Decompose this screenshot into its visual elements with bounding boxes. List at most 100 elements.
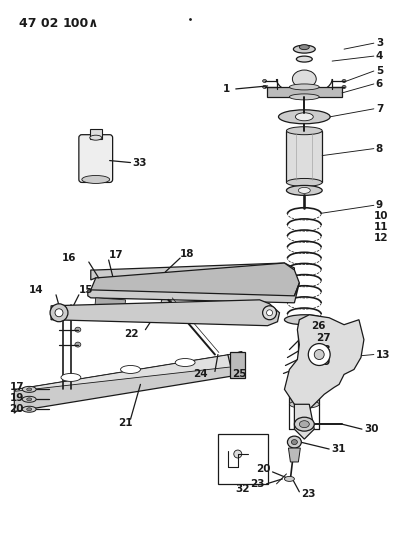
Ellipse shape bbox=[296, 56, 312, 62]
Ellipse shape bbox=[341, 85, 345, 88]
Text: 1: 1 bbox=[222, 84, 229, 94]
Ellipse shape bbox=[75, 327, 81, 332]
Ellipse shape bbox=[286, 185, 321, 196]
Text: 23: 23 bbox=[301, 489, 315, 499]
Text: 15: 15 bbox=[79, 285, 93, 295]
Ellipse shape bbox=[55, 309, 63, 317]
Ellipse shape bbox=[233, 450, 241, 458]
Ellipse shape bbox=[289, 94, 319, 100]
Bar bbox=[266, 87, 341, 97]
Ellipse shape bbox=[286, 127, 321, 135]
Ellipse shape bbox=[278, 110, 329, 124]
Bar bbox=[286, 131, 321, 182]
Bar bbox=[90, 129, 101, 139]
Polygon shape bbox=[51, 300, 279, 326]
Text: 33: 33 bbox=[132, 158, 147, 167]
Ellipse shape bbox=[287, 436, 301, 448]
Ellipse shape bbox=[27, 398, 31, 401]
Ellipse shape bbox=[61, 374, 81, 382]
Ellipse shape bbox=[284, 477, 294, 481]
Text: 17: 17 bbox=[9, 382, 24, 392]
Ellipse shape bbox=[289, 84, 319, 90]
Text: 32: 32 bbox=[235, 484, 249, 494]
Text: 18: 18 bbox=[180, 249, 194, 259]
Ellipse shape bbox=[27, 388, 31, 391]
Ellipse shape bbox=[50, 304, 68, 322]
Polygon shape bbox=[14, 352, 243, 391]
Ellipse shape bbox=[266, 310, 272, 316]
Text: 6: 6 bbox=[375, 79, 382, 89]
Polygon shape bbox=[57, 387, 79, 397]
Text: 10: 10 bbox=[373, 211, 387, 221]
Ellipse shape bbox=[22, 386, 36, 392]
Polygon shape bbox=[288, 448, 300, 462]
Ellipse shape bbox=[262, 306, 276, 320]
Text: 5: 5 bbox=[375, 66, 382, 76]
Polygon shape bbox=[284, 315, 363, 409]
Polygon shape bbox=[88, 283, 299, 303]
Ellipse shape bbox=[284, 315, 324, 325]
Text: 21: 21 bbox=[118, 418, 133, 428]
Text: 27: 27 bbox=[315, 333, 330, 343]
Ellipse shape bbox=[175, 359, 195, 367]
Ellipse shape bbox=[294, 113, 312, 121]
Text: 8: 8 bbox=[375, 143, 382, 154]
Text: 24: 24 bbox=[193, 369, 207, 379]
Ellipse shape bbox=[299, 421, 308, 427]
Ellipse shape bbox=[341, 79, 345, 83]
Bar bbox=[217, 434, 267, 484]
Text: 9: 9 bbox=[375, 200, 382, 211]
Text: 30: 30 bbox=[363, 424, 378, 434]
Text: 12: 12 bbox=[373, 233, 387, 243]
Ellipse shape bbox=[27, 408, 31, 411]
Text: 11: 11 bbox=[373, 222, 387, 232]
Bar bbox=[289, 375, 319, 404]
Polygon shape bbox=[294, 404, 313, 439]
Text: 100∧: 100∧ bbox=[63, 17, 99, 30]
Ellipse shape bbox=[308, 344, 329, 366]
Text: 20: 20 bbox=[256, 464, 270, 474]
Ellipse shape bbox=[262, 85, 266, 88]
Text: 29: 29 bbox=[315, 357, 330, 367]
Ellipse shape bbox=[293, 45, 315, 53]
Text: 22: 22 bbox=[124, 329, 138, 338]
Text: 7: 7 bbox=[375, 104, 382, 114]
Ellipse shape bbox=[82, 175, 109, 183]
Ellipse shape bbox=[90, 135, 101, 140]
Text: 26: 26 bbox=[310, 321, 325, 330]
Ellipse shape bbox=[75, 342, 81, 347]
Text: 25: 25 bbox=[231, 369, 246, 379]
Text: 17: 17 bbox=[108, 250, 123, 260]
Text: 47 02: 47 02 bbox=[19, 17, 58, 30]
Text: 20: 20 bbox=[9, 404, 24, 414]
Ellipse shape bbox=[292, 70, 315, 88]
Ellipse shape bbox=[289, 370, 319, 378]
Bar bbox=[229, 352, 244, 378]
Text: 3: 3 bbox=[375, 38, 382, 48]
Ellipse shape bbox=[161, 298, 171, 306]
FancyBboxPatch shape bbox=[79, 135, 112, 182]
Text: 28: 28 bbox=[315, 344, 330, 354]
Ellipse shape bbox=[22, 397, 36, 402]
Ellipse shape bbox=[313, 350, 324, 360]
Text: 4: 4 bbox=[375, 51, 382, 61]
Ellipse shape bbox=[299, 45, 308, 50]
Ellipse shape bbox=[294, 417, 313, 431]
Text: 31: 31 bbox=[330, 444, 345, 454]
Text: 19: 19 bbox=[9, 393, 24, 403]
Polygon shape bbox=[14, 352, 243, 413]
Ellipse shape bbox=[262, 79, 266, 83]
Ellipse shape bbox=[298, 188, 310, 193]
Ellipse shape bbox=[291, 440, 297, 445]
Ellipse shape bbox=[120, 366, 140, 374]
Polygon shape bbox=[94, 298, 125, 320]
Ellipse shape bbox=[286, 179, 321, 187]
Polygon shape bbox=[90, 263, 299, 300]
Ellipse shape bbox=[289, 400, 319, 408]
Text: 14: 14 bbox=[28, 285, 43, 295]
Text: 16: 16 bbox=[61, 253, 76, 263]
Ellipse shape bbox=[22, 406, 36, 412]
Text: 13: 13 bbox=[375, 350, 389, 360]
Text: 23: 23 bbox=[249, 479, 264, 489]
Polygon shape bbox=[90, 263, 294, 283]
